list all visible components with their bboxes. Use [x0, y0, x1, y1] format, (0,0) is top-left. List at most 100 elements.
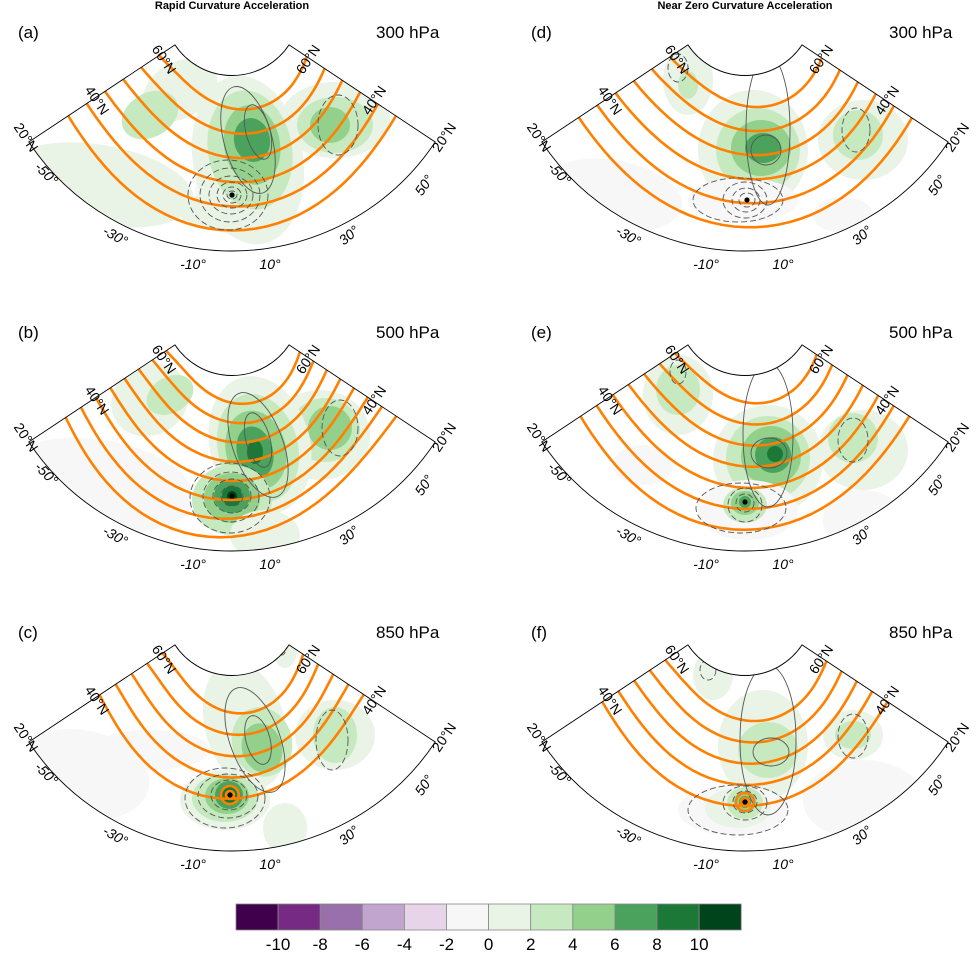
colorbar-swatch	[403, 903, 447, 931]
negative-contour	[208, 175, 254, 215]
storm-center-marker	[227, 792, 233, 798]
negative-contour	[226, 190, 238, 200]
height-contour	[665, 52, 825, 109]
lon-label: -50°	[545, 759, 575, 789]
colorbar-swatch	[698, 903, 742, 931]
colorbar-tick-label: 4	[568, 935, 577, 953]
positive-contour	[227, 392, 289, 498]
storm-center-marker	[229, 192, 235, 198]
lon-label: -10°	[693, 256, 719, 272]
colorbar-tick-label: -2	[439, 935, 454, 953]
map-field	[543, 45, 919, 233]
positive-contour	[220, 86, 276, 194]
shaded-anomaly	[60, 245, 180, 251]
negative-contour	[722, 785, 768, 821]
height-contour	[154, 50, 310, 111]
negative-contour	[220, 485, 244, 507]
negative-contour	[187, 159, 269, 231]
height-contour	[110, 676, 354, 779]
colorbar-swatch	[361, 903, 405, 931]
lat-label-right: 40°N	[871, 383, 902, 418]
lon-label: 50°	[924, 172, 949, 199]
lon-label: -30°	[613, 822, 644, 849]
height-contour	[126, 667, 338, 758]
pressure-level-label: 850 hPa	[376, 623, 440, 642]
lon-label: 10°	[772, 856, 794, 872]
map-panel: (c) 850 hPa60°N40°N20°N60°N40°N20°N-50°-3…	[11, 623, 459, 872]
pressure-level-label: 300 hPa	[889, 23, 953, 42]
shaded-anomaly	[656, 365, 700, 415]
colorbar-swatch	[446, 903, 489, 931]
negative-contour	[276, 644, 288, 656]
column-title-left: Rapid Curvature Acceleration	[155, 0, 310, 12]
map-border	[541, 44, 949, 252]
lon-label: 50°	[411, 772, 436, 799]
lon-label: -10°	[180, 256, 206, 272]
negative-contour	[317, 94, 359, 156]
storm-center-marker	[744, 197, 750, 203]
negative-contour	[732, 790, 758, 814]
height-contour	[90, 389, 374, 502]
height-contour	[590, 396, 900, 511]
height-contour	[572, 107, 919, 229]
negative-contour	[216, 181, 248, 209]
lat-label-right: 40°N	[358, 683, 389, 718]
height-contour	[158, 648, 306, 715]
negative-contour	[722, 181, 768, 219]
map-panel: (b) 500 hPa60°N40°N20°N60°N40°N20°N-50°-3…	[11, 323, 459, 572]
height-contour	[133, 363, 331, 444]
height-contour	[117, 72, 347, 160]
height-contour	[655, 358, 836, 426]
shaded-anomaly	[90, 730, 210, 770]
pressure-level-label: 300 hPa	[376, 23, 440, 42]
lat-label-right: 20°N	[428, 720, 459, 755]
map-border	[28, 644, 436, 852]
lat-label-right: 60°N	[292, 642, 323, 677]
pressure-level-label: 500 hPa	[889, 323, 953, 342]
lon-label: -10°	[693, 556, 719, 572]
panel-label: (a)	[18, 23, 39, 42]
height-contour	[142, 658, 322, 737]
colorbar-swatch	[277, 903, 321, 931]
height-contour	[148, 354, 317, 425]
height-contour	[629, 673, 862, 765]
lon-label: -30°	[100, 822, 131, 849]
shaded-anomaly	[233, 118, 271, 162]
positive-contour	[243, 412, 273, 468]
height-contour	[224, 789, 236, 801]
map-panel: (a) 300 hPa60°N40°N20°N60°N40°N20°N-50°-3…	[11, 23, 459, 272]
shaded-anomaly	[835, 721, 871, 749]
colorbar-swatch	[530, 903, 574, 931]
height-contour	[75, 397, 389, 520]
negative-contour	[202, 471, 260, 523]
colorbar: -10 -8 -6 -4 -2 0 2 4 6 8 10	[235, 903, 742, 953]
negative-contour	[837, 417, 869, 463]
shaded-anomaly	[241, 723, 283, 773]
height-contour	[105, 380, 359, 483]
map-panel: (e) 500 hPa60°N40°N20°N60°N40°N20°N-50°-3…	[524, 323, 972, 572]
map-border	[28, 44, 436, 252]
pressure-level-label: 850 hPa	[889, 623, 953, 642]
negative-contour	[841, 107, 871, 153]
shaded-anomaly	[767, 446, 783, 462]
negative-contour	[270, 44, 282, 51]
height-contour	[639, 367, 852, 447]
colorbar-swatch	[319, 903, 363, 931]
lat-label-right: 40°N	[871, 83, 902, 118]
negative-contour	[727, 487, 763, 523]
lat-label-right: 40°N	[871, 683, 902, 718]
height-contour	[671, 348, 820, 405]
colorbar-tick-label: 0	[484, 935, 493, 953]
height-contour	[574, 406, 916, 532]
height-contour	[162, 346, 303, 406]
map-border	[28, 344, 436, 552]
colorbar-swatch	[572, 903, 616, 931]
height-contour	[739, 796, 751, 808]
lon-label: 10°	[259, 856, 281, 872]
lat-label-left: 20°N	[524, 120, 555, 155]
panel-label: (e)	[531, 323, 552, 342]
negative-contour	[321, 399, 359, 457]
positive-contour	[224, 687, 286, 793]
map-panel: (d) 300 hPa60°N40°N20°N60°N40°N20°N-50°-3…	[524, 23, 972, 272]
